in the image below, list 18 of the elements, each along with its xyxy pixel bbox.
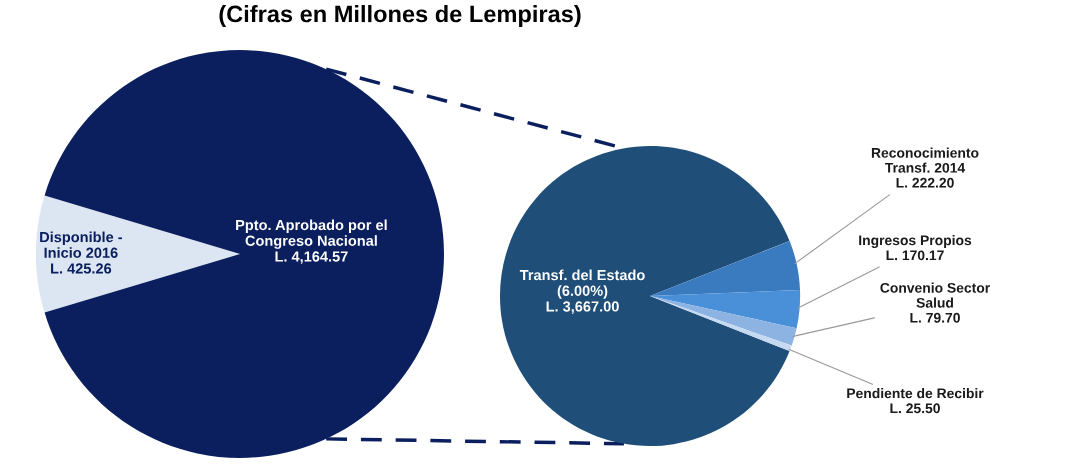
data-label: L. 170.17 xyxy=(886,250,944,261)
chart-title: (Cifras en Millones de Lempiras) xyxy=(219,5,581,28)
data-label: L. 425.26 xyxy=(51,263,112,274)
data-label: L. 4,164.57 xyxy=(275,251,348,264)
slice-label: Pendiente de Recibir xyxy=(847,388,984,399)
data-label: L. 222.20 xyxy=(896,177,954,188)
pie-slice xyxy=(650,290,801,329)
data-label: L. 79.70 xyxy=(910,312,960,323)
slice-label: Disponible - Inicio 2016 xyxy=(40,231,123,258)
slice-label: Transf. del Estado (6.00%) xyxy=(519,269,645,299)
slice-label: Ppto. Aprobado por el Congreso Nacional xyxy=(236,219,387,249)
pie-slice xyxy=(500,146,790,446)
data-label: L. 25.50 xyxy=(890,403,940,414)
slice-label: Ingresos Propios xyxy=(859,235,972,249)
data-label: L. 3,667.00 xyxy=(546,301,619,314)
slice-label: Reconocimiento Transf. 2014 xyxy=(871,147,979,173)
pie-slice xyxy=(650,240,801,296)
slice-label: Convenio Sector Salud xyxy=(880,282,990,308)
